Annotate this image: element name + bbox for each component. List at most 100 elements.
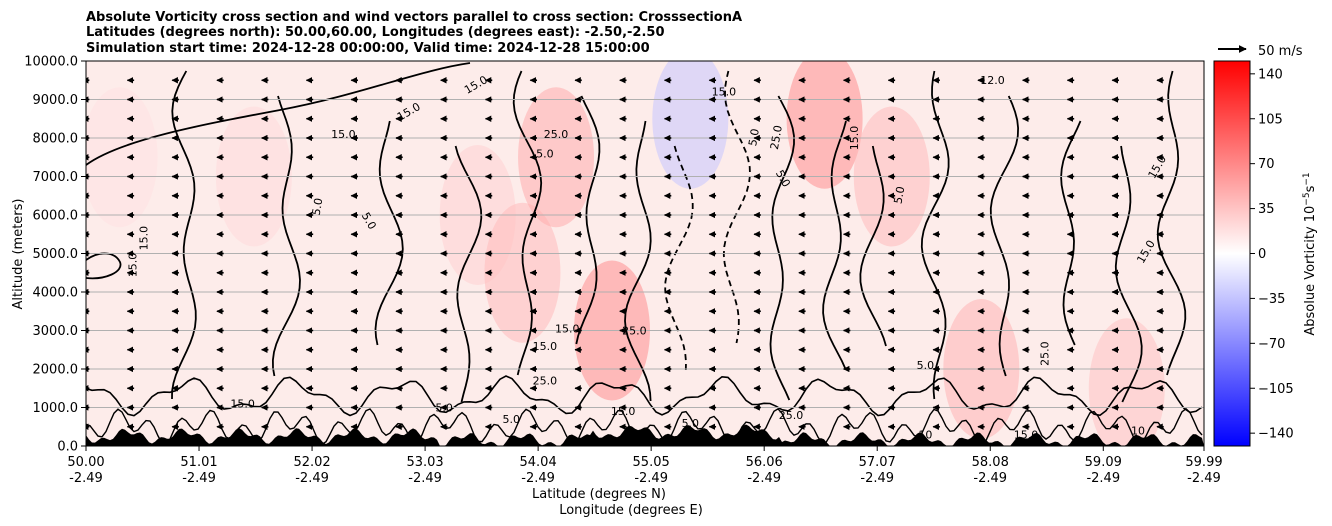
contour-label: 15.0 (712, 86, 737, 99)
x-tick-label-longitude: -2.49 (973, 471, 1007, 486)
chart-title-line-3: Simulation start time: 2024-12-28 00:00:… (86, 41, 650, 56)
y-tick-label: 7000.0 (33, 170, 79, 185)
contour-label: 25.0 (779, 409, 804, 422)
quiver-key-label: 50 m/s (1258, 44, 1303, 59)
contour-line (769, 95, 795, 401)
contour-label: 15.0 (230, 398, 255, 411)
colorbar: 140 105 70 35 0 −35 −70 −105 −140 Absolue Vortic… (1213, 60, 1318, 447)
x-tick-label-latitude: 59.09 (1085, 455, 1122, 470)
x-tick-label-latitude: 55.05 (633, 455, 670, 470)
x-tick-label-latitude: 56.06 (746, 455, 783, 470)
y-tick-label: 5000.0 (33, 247, 79, 262)
colorbar-tick-label: −105 (1258, 382, 1294, 397)
colorbar-tick-label: −140 (1258, 427, 1294, 442)
colorbar-tick-label: 70 (1258, 157, 1275, 172)
contour-line (859, 145, 887, 347)
x-tick-label-longitude: -2.49 (634, 471, 668, 486)
x-tick-label-longitude: -2.49 (521, 471, 555, 486)
y-tick-label: 9000.0 (33, 93, 79, 108)
vorticity-region (786, 61, 863, 189)
x-axis: 50.00-2.4951.01-2.4952.02-2.4953.03-2.49… (67, 446, 1223, 486)
contour-line (1156, 70, 1187, 376)
contour-line (920, 70, 950, 400)
plot-area: 15.0 15.0 15.0 15.0 5.0 5.0 15.0 15.0 15.0 5.0 25.… (85, 51, 1205, 447)
contour-label: 5.0 (892, 185, 908, 204)
colorbar-tick-label: −35 (1258, 292, 1285, 307)
contour-label: 12.0 (980, 74, 1005, 87)
terrain-profile (86, 424, 1204, 446)
contour-label: 25.0 (768, 124, 785, 150)
colorbar-label-exp: −5 (1302, 192, 1312, 205)
contour-line (512, 70, 543, 376)
x-tick-label-latitude: 59.99 (1185, 455, 1222, 470)
colorbar-tick-label: −70 (1258, 337, 1285, 352)
quiver-key: 50 m/s (1218, 44, 1303, 59)
x-tick-label-latitude: 52.02 (293, 455, 330, 470)
contour-line (454, 145, 483, 403)
contour-line (86, 375, 1203, 417)
vorticity-region (518, 87, 595, 228)
contour-label: 5.0 (917, 359, 935, 372)
contour-label: 15.0 (126, 253, 139, 278)
contour-label: 5.0 (310, 197, 326, 216)
y-tick-label: 6000.0 (33, 209, 79, 224)
wind-vectors (86, 77, 1164, 430)
vorticity-region (86, 87, 158, 228)
contour-line (624, 120, 652, 402)
contour-label: 5.0 (682, 417, 700, 430)
contour-line (822, 120, 847, 370)
contour-label: 15.0 (555, 322, 580, 335)
y-tick-label: 2000.0 (33, 363, 79, 378)
contour-label: 25.0 (622, 324, 647, 337)
x-tick-label-latitude: 50.00 (67, 455, 104, 470)
contour-label: 15.0 (138, 226, 151, 251)
contour-line (722, 70, 751, 344)
x-tick-label-longitude: -2.49 (747, 471, 781, 486)
x-tick-label-longitude: -2.49 (1086, 471, 1120, 486)
x-tick-label-longitude: -2.49 (69, 471, 103, 486)
x-tick-label-longitude: -2.49 (182, 471, 216, 486)
contour-label: 5.0 (536, 147, 554, 160)
contour-label: 25.0 (544, 128, 569, 141)
contour-label: 15.0 (331, 128, 356, 141)
contour-label: 15.0 (848, 126, 861, 151)
y-tick-label: 4000.0 (33, 286, 79, 301)
colorbar-label: Absolue Vorticity 10−5s−1 (1302, 172, 1318, 335)
contour-label: 15.0 (533, 340, 558, 353)
x-tick-label-longitude: -2.49 (1187, 471, 1221, 486)
contour-label: 15.0 (421, 51, 446, 64)
colorbar-tick-label: 35 (1258, 202, 1275, 217)
colorbar-tick-label: 105 (1258, 112, 1283, 127)
colorbar-label-main: Absolue Vorticity 10 (1303, 206, 1318, 336)
x-tick-label-longitude: -2.49 (860, 471, 894, 486)
colorbar-ticks: 140 105 70 35 0 −35 −70 −105 −140 (1250, 67, 1294, 442)
vorticity-region (484, 202, 561, 343)
x-axis-label-latitude: Latitude (degrees N) (532, 487, 666, 502)
vorticity-region (652, 61, 729, 189)
contour-line (171, 70, 197, 400)
y-tick-label: 0.0 (57, 440, 78, 455)
contour-line (575, 95, 601, 345)
vorticity-contours (86, 62, 1203, 446)
x-tick-label-latitude: 57.07 (859, 455, 896, 470)
contour-label: 5.0 (746, 128, 762, 147)
contour-label: 10 (1131, 424, 1145, 437)
colorbar-tick-label: 0 (1258, 247, 1266, 262)
contour-label: 5.0 (503, 413, 521, 426)
x-tick-label-latitude: 58.08 (972, 455, 1009, 470)
colorbar-label-unit: s (1303, 185, 1318, 192)
y-tick-label: 8000.0 (33, 132, 79, 147)
y-axis-label: Altitude (meters) (11, 199, 26, 310)
x-tick-label-longitude: -2.49 (295, 471, 329, 486)
colorbar-label-unit-exp: −1 (1302, 172, 1312, 185)
contour-label: 15.0 (611, 405, 636, 418)
x-tick-label-latitude: 53.03 (406, 455, 443, 470)
y-axis: 0.0 1000.0 2000.0 3000.0 4000.0 5000.0 6000.0 7… (24, 55, 86, 455)
x-axis-label-longitude: Longitude (degrees E) (559, 503, 703, 518)
colorbar-tick-label: 140 (1258, 67, 1283, 82)
terrain (86, 424, 1204, 446)
contour-label: 5.0 (435, 401, 453, 414)
y-tick-label: 1000.0 (33, 401, 79, 416)
x-tick-label-latitude: 51.01 (180, 455, 217, 470)
